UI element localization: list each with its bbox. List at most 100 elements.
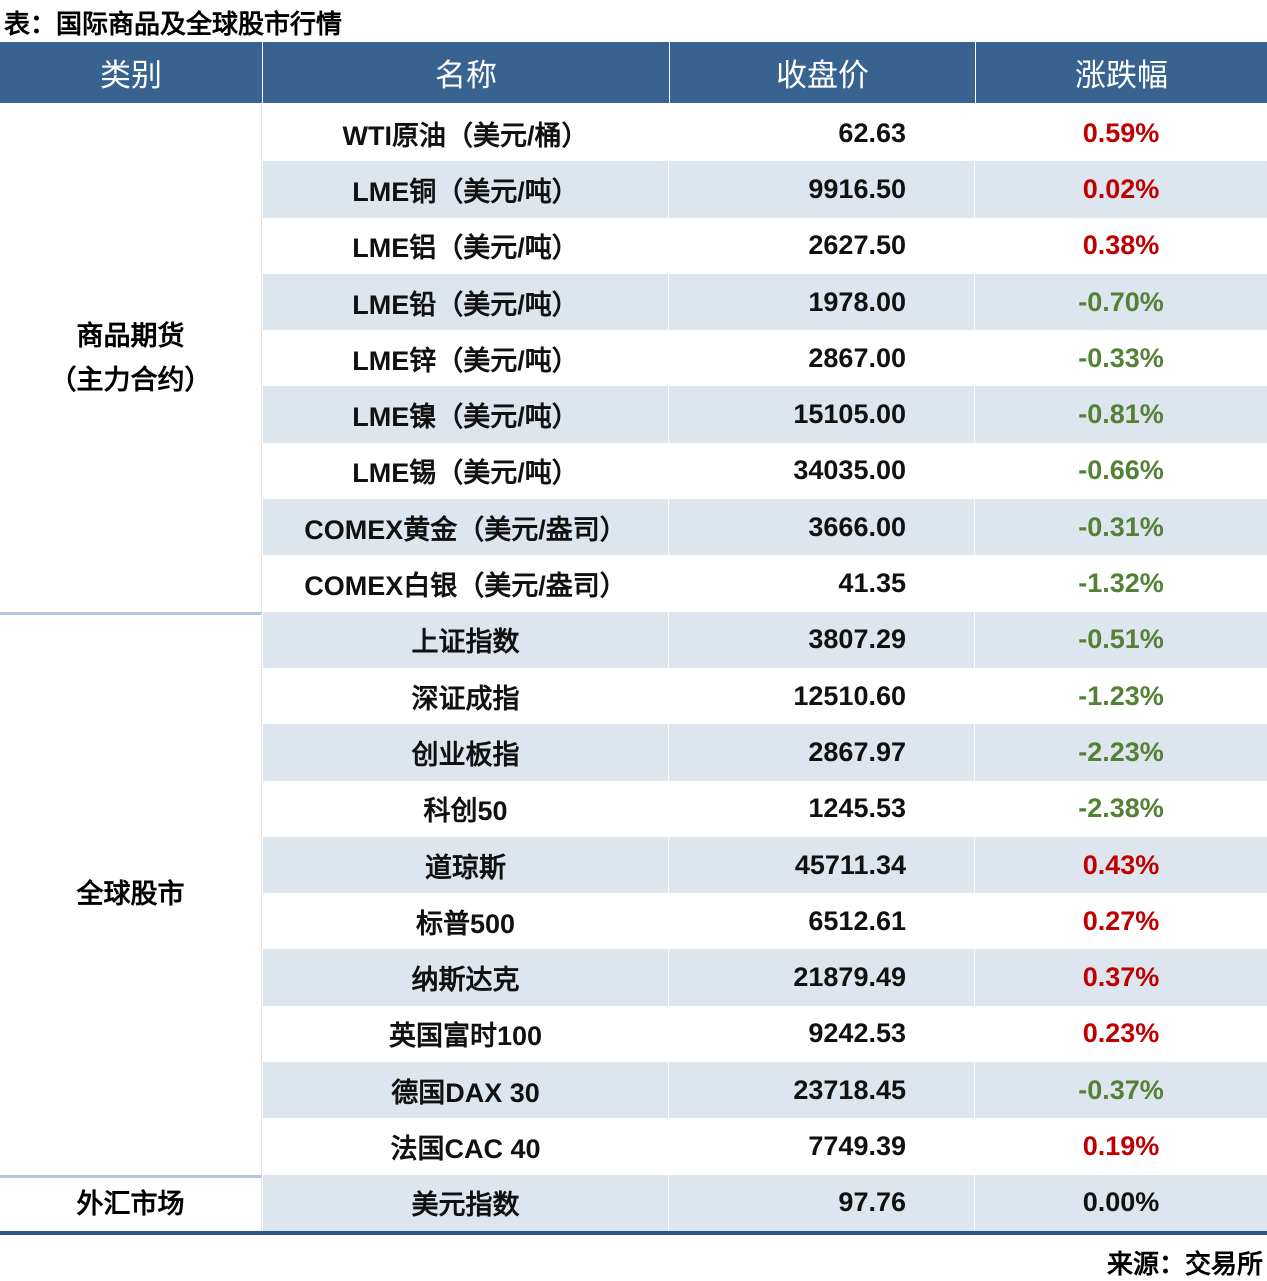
close-price: 62.63 (668, 105, 974, 162)
category-cell: 商品期货 （主力合约） (0, 105, 262, 612)
table-row: 标普500 6512.61 0.27% (262, 893, 1267, 950)
category-label-line: 外汇市场 (76, 1189, 185, 1220)
instrument-name: COMEX白银（美元/盎司） (262, 555, 668, 612)
table-row: COMEX黄金（美元/盎司） 3666.00 -0.31% (262, 499, 1267, 556)
table-row: 德国DAX 30 23718.45 -0.37% (262, 1062, 1267, 1119)
table-row: 纳斯达克 21879.49 0.37% (262, 949, 1267, 1006)
close-price: 2627.50 (668, 217, 974, 274)
instrument-name: 德国DAX 30 (262, 1062, 668, 1119)
table-row: 科创50 1245.53 -2.38% (262, 780, 1267, 837)
change-percent: -1.32% (974, 555, 1267, 612)
change-percent: 0.27% (974, 893, 1267, 950)
instrument-name: 深证成指 (262, 667, 668, 725)
table-row: LME铝（美元/吨） 2627.50 0.38% (262, 217, 1267, 274)
section-rows: 上证指数 3807.29 -0.51% 深证成指 12510.60 -1.23% 创业板指 2… (262, 611, 1267, 1175)
header-category: 类别 (100, 58, 162, 93)
instrument-name: 纳斯达克 (262, 949, 668, 1006)
source-note: 来源：交易所 (1106, 1248, 1263, 1279)
close-price: 97.76 (668, 1174, 974, 1231)
change-percent: -0.51% (974, 611, 1267, 668)
instrument-name: LME锌（美元/吨） (262, 330, 668, 387)
table-row: 道琼斯 45711.34 0.43% (262, 836, 1267, 894)
table-row: 英国富时100 9242.53 0.23% (262, 1005, 1267, 1063)
instrument-name: LME铅（美元/吨） (262, 273, 668, 331)
instrument-name: 上证指数 (262, 611, 668, 668)
table-section: 全球股市 上证指数 3807.29 -0.51% 深证成指 12510.60 -1.23% 创… (0, 611, 1267, 1175)
change-percent: -0.81% (974, 386, 1267, 443)
change-percent: 0.59% (974, 105, 1267, 162)
table-row: 创业板指 2867.97 -2.23% (262, 724, 1267, 781)
market-table: 类别 名称 收盘价 涨跌幅 商品期货 （主力合约） WTI原油（美元/桶） 62.63… (0, 42, 1267, 1235)
change-percent: 0.38% (974, 217, 1267, 274)
table-row: COMEX白银（美元/盎司） 41.35 -1.32% (262, 555, 1267, 612)
section-rows: WTI原油（美元/桶） 62.63 0.59% LME铜（美元/吨） 9916.50 0.… (262, 105, 1267, 612)
change-percent: -2.38% (974, 780, 1267, 837)
instrument-name: LME铜（美元/吨） (262, 161, 668, 218)
close-price: 9242.53 (668, 1005, 974, 1063)
close-price: 34035.00 (668, 442, 974, 500)
table-row: LME镍（美元/吨） 15105.00 -0.81% (262, 386, 1267, 443)
close-price: 6512.61 (668, 893, 974, 950)
instrument-name: 美元指数 (262, 1174, 668, 1231)
change-percent: -0.31% (974, 499, 1267, 556)
change-percent: -0.70% (974, 273, 1267, 331)
category-label-line: 全球股市 (76, 879, 185, 910)
change-percent: -0.66% (974, 442, 1267, 500)
change-percent: 0.37% (974, 949, 1267, 1006)
close-price: 45711.34 (668, 836, 974, 894)
instrument-name: LME铝（美元/吨） (262, 217, 668, 274)
table-row: LME锌（美元/吨） 2867.00 -0.33% (262, 330, 1267, 387)
category-cell: 全球股市 (0, 611, 262, 1175)
close-price: 3807.29 (668, 611, 974, 668)
table-row: WTI原油（美元/桶） 62.63 0.59% (262, 105, 1267, 162)
change-percent: 0.43% (974, 836, 1267, 894)
instrument-name: 法国CAC 40 (262, 1118, 668, 1175)
table-row: 法国CAC 40 7749.39 0.19% (262, 1118, 1267, 1175)
table-row: LME锡（美元/吨） 34035.00 -0.66% (262, 442, 1267, 500)
table-section: 商品期货 （主力合约） WTI原油（美元/桶） 62.63 0.59% LME铜（美元/吨… (0, 105, 1267, 612)
table-header-row: 类别 名称 收盘价 涨跌幅 (0, 42, 1267, 105)
instrument-name: LME锡（美元/吨） (262, 442, 668, 500)
change-percent: 0.23% (974, 1005, 1267, 1063)
table-row: LME铜（美元/吨） 9916.50 0.02% (262, 161, 1267, 218)
close-price: 15105.00 (668, 386, 974, 443)
table-row: 美元指数 97.76 0.00% (262, 1174, 1267, 1231)
close-price: 2867.00 (668, 330, 974, 387)
close-price: 12510.60 (668, 667, 974, 725)
category-label-line: 商品期货 (76, 320, 185, 351)
table-row: LME铅（美元/吨） 1978.00 -0.70% (262, 273, 1267, 331)
close-price: 1978.00 (668, 273, 974, 331)
table-row: 上证指数 3807.29 -0.51% (262, 611, 1267, 668)
category-cell: 外汇市场 (0, 1174, 262, 1231)
change-percent: -0.37% (974, 1062, 1267, 1119)
table-title: 表：国际商品及全球股市行情 (4, 9, 343, 39)
instrument-name: LME镍（美元/吨） (262, 386, 668, 443)
instrument-name: 科创50 (262, 780, 668, 837)
instrument-name: WTI原油（美元/桶） (262, 105, 668, 162)
table-body: 商品期货 （主力合约） WTI原油（美元/桶） 62.63 0.59% LME铜（美元/吨… (0, 105, 1267, 1231)
change-percent: -1.23% (974, 667, 1267, 725)
table-row: 深证成指 12510.60 -1.23% (262, 667, 1267, 725)
change-percent: -2.23% (974, 724, 1267, 781)
close-price: 23718.45 (668, 1062, 974, 1119)
close-price: 2867.97 (668, 724, 974, 781)
section-rows: 美元指数 97.76 0.00% (262, 1174, 1267, 1231)
instrument-name: 创业板指 (262, 724, 668, 781)
change-percent: 0.19% (974, 1118, 1267, 1175)
category-label-line: （主力合约） (49, 365, 212, 396)
close-price: 3666.00 (668, 499, 974, 556)
instrument-name: COMEX黄金（美元/盎司） (262, 499, 668, 556)
close-price: 1245.53 (668, 780, 974, 837)
close-price: 7749.39 (668, 1118, 974, 1175)
instrument-name: 道琼斯 (262, 836, 668, 894)
close-price: 9916.50 (668, 161, 974, 218)
close-price: 41.35 (668, 555, 974, 612)
header-close-price: 收盘价 (669, 42, 975, 103)
table-section: 外汇市场 美元指数 97.76 0.00% (0, 1174, 1267, 1231)
change-percent: 0.00% (974, 1174, 1267, 1231)
close-price: 21879.49 (668, 949, 974, 1006)
change-percent: -0.33% (974, 330, 1267, 387)
change-percent: 0.02% (974, 161, 1267, 218)
instrument-name: 标普500 (262, 893, 668, 950)
header-change-percent: 涨跌幅 (975, 42, 1267, 103)
